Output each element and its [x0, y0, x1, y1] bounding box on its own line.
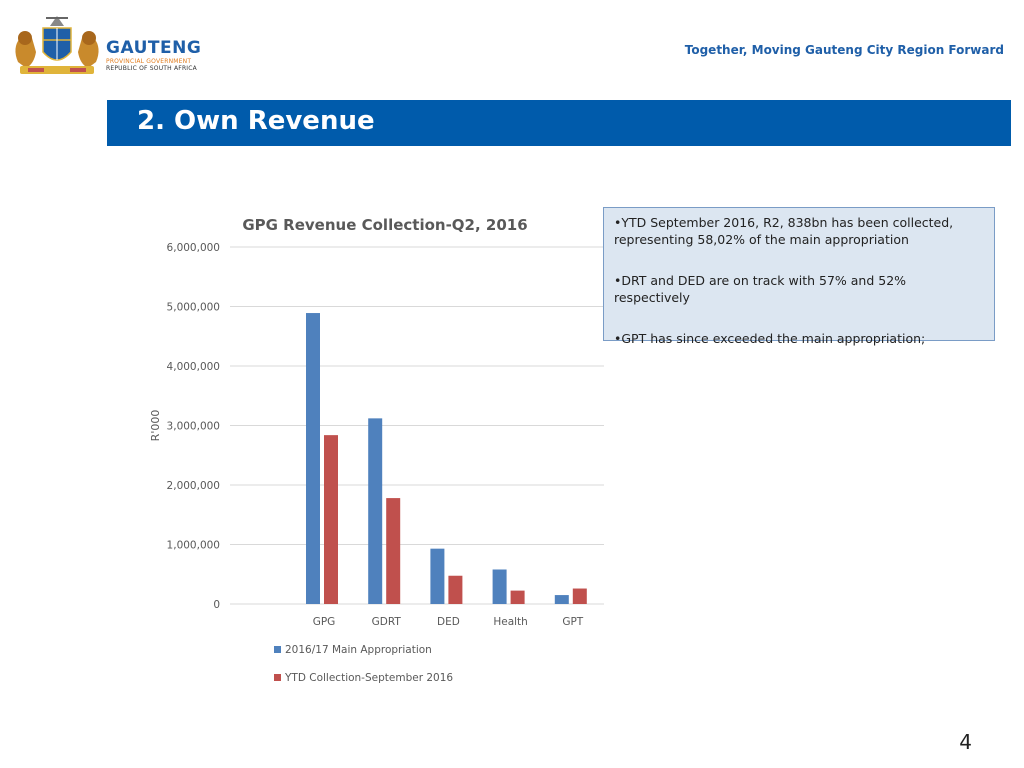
bar-main-appropriation — [368, 418, 383, 604]
note-bullet-3: •GPT has since exceeded the main appropr… — [614, 331, 926, 346]
y-tick-label: 1,000,000 — [167, 540, 220, 552]
x-tick-label: DED — [437, 616, 460, 628]
bar-ytd-collection — [572, 588, 587, 604]
bar-main-appropriation — [554, 595, 569, 604]
bar-ytd-collection — [510, 590, 525, 604]
gauteng-coat-of-arms-logo — [15, 16, 99, 74]
x-tick-label: Health — [493, 616, 527, 628]
page-number: 4 — [959, 730, 972, 754]
brand-subtitle: PROVINCIAL GOVERNMENT — [106, 58, 192, 65]
y-tick-label: 4,000,000 — [167, 361, 220, 373]
x-tick-label: GPT — [562, 616, 583, 628]
y-tick-label: 6,000,000 — [167, 242, 220, 254]
y-axis-label: R'000 — [149, 410, 162, 442]
y-tick-label: 0 — [213, 599, 220, 611]
slide-title: 2. Own Revenue — [137, 106, 375, 136]
legend-swatch — [274, 674, 281, 681]
bar-main-appropriation — [306, 313, 320, 604]
note-bullet-2: •DRT and DED are on track with 57% and 5… — [614, 273, 907, 305]
chart-title: GPG Revenue Collection-Q2, 2016 — [242, 216, 527, 234]
bar-ytd-collection — [386, 498, 401, 604]
legend-swatch — [274, 646, 281, 653]
bar-ytd-collection — [448, 575, 463, 604]
y-tick-label: 5,000,000 — [167, 302, 220, 314]
bar-main-appropriation — [492, 569, 507, 604]
y-tick-label: 2,000,000 — [167, 480, 220, 492]
coat-of-arms-icon — [15, 16, 99, 74]
brand-name: GAUTENG — [106, 38, 202, 58]
x-tick-label: GDRT — [372, 616, 402, 628]
y-tick-label: 3,000,000 — [167, 421, 220, 433]
tagline: Together, Moving Gauteng City Region For… — [684, 43, 1004, 57]
slide-title-bar: 2. Own Revenue — [107, 100, 1011, 146]
revenue-bar-chart: GPG Revenue Collection-Q2, 2016 0 1,000,00… — [149, 216, 604, 684]
legend-label: YTD Collection-September 2016 — [284, 672, 453, 684]
note-bullet-1: •YTD September 2016, R2, 838bn has been … — [614, 215, 954, 247]
legend-label: 2016/17 Main Appropriation — [285, 644, 432, 656]
notes-box: •YTD September 2016, R2, 838bn has been … — [603, 207, 995, 346]
bar-ytd-collection — [324, 435, 338, 604]
x-tick-label: GPG — [313, 616, 336, 628]
brand-country: REPUBLIC OF SOUTH AFRICA — [106, 65, 197, 72]
bar-main-appropriation — [430, 548, 445, 604]
